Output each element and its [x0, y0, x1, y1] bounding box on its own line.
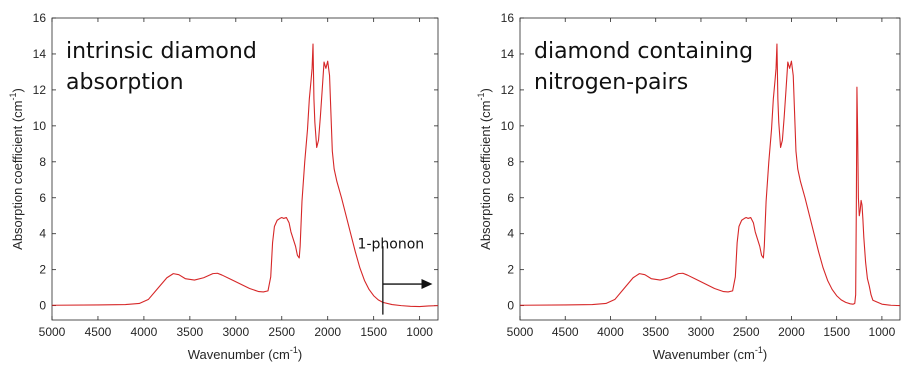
- y-tick-label: 10: [33, 119, 47, 133]
- x-axis-label: Wavenumber (cm-1): [188, 345, 302, 362]
- chart-panel-intrinsic: 5000 4500 4000 3500 3000 2500 2000 1500 1000 0 2 4 6…: [8, 11, 439, 362]
- y-tick-label: 2: [507, 263, 514, 277]
- y-tick-label: 12: [33, 83, 47, 97]
- x-tick-label: 2500: [733, 325, 760, 339]
- y-tick-label: 14: [501, 47, 515, 61]
- annotation-text-line: absorption: [66, 70, 184, 95]
- y-tick-label: 4: [507, 227, 514, 241]
- y-tick-label: 16: [33, 11, 47, 25]
- x-tick-label: 5000: [507, 325, 534, 339]
- y-tick-label: 6: [39, 191, 46, 205]
- y-tick-label: 8: [39, 155, 46, 169]
- x-tick-label: 2000: [314, 325, 341, 339]
- x-tick-label: 4500: [85, 325, 112, 339]
- phonon-label: 1-phonon: [358, 236, 425, 252]
- annotation-text-line: diamond containing: [534, 39, 753, 64]
- y-tick-label: 0: [507, 299, 514, 313]
- y-tick-label: 16: [501, 11, 515, 25]
- x-tick-label: 3500: [177, 325, 204, 339]
- x-axis-label: Wavenumber (cm-1): [653, 345, 767, 362]
- y-tick-label: 4: [39, 227, 46, 241]
- annotation-text-line: nitrogen-pairs: [534, 70, 688, 95]
- y-axis-label: Absorption coefficient (cm-1): [8, 88, 25, 250]
- chart-panel-nitrogen: 5000 4500 4000 3500 3000 2500 2000 1500 1000 0 2 4 6…: [476, 11, 901, 362]
- x-tick-label: 3000: [688, 325, 715, 339]
- x-tick-label: 2500: [268, 325, 295, 339]
- plot-area-frame: [519, 17, 901, 321]
- x-tick-label: 4000: [597, 325, 624, 339]
- y-tick-label: 12: [501, 83, 515, 97]
- y-tick-label: 6: [507, 191, 514, 205]
- x-tick-label: 1500: [823, 325, 850, 339]
- arrow-right-icon: [421, 279, 433, 290]
- x-tick-label: 3500: [642, 325, 669, 339]
- plot-area-frame: [51, 17, 439, 321]
- absorption-series-line: [520, 43, 900, 307]
- y-axis-label: Absorption coefficient (cm-1): [476, 88, 493, 250]
- x-tick-label: 5000: [39, 325, 66, 339]
- x-tick-label: 1000: [406, 325, 433, 339]
- absorption-series-line: [52, 43, 438, 308]
- y-tick-label: 8: [507, 155, 514, 169]
- y-tick-label: 10: [501, 119, 515, 133]
- y-tick-label: 14: [33, 47, 47, 61]
- y-tick-label: 0: [39, 299, 46, 313]
- x-tick-label: 1000: [869, 325, 896, 339]
- x-tick-label: 2000: [778, 325, 805, 339]
- x-tick-label: 4000: [131, 325, 158, 339]
- annotation-text-line: intrinsic diamond: [66, 39, 257, 64]
- x-tick-label: 1500: [360, 325, 387, 339]
- y-tick-label: 2: [39, 263, 46, 277]
- x-tick-label: 4500: [552, 325, 579, 339]
- x-tick-label: 3000: [222, 325, 249, 339]
